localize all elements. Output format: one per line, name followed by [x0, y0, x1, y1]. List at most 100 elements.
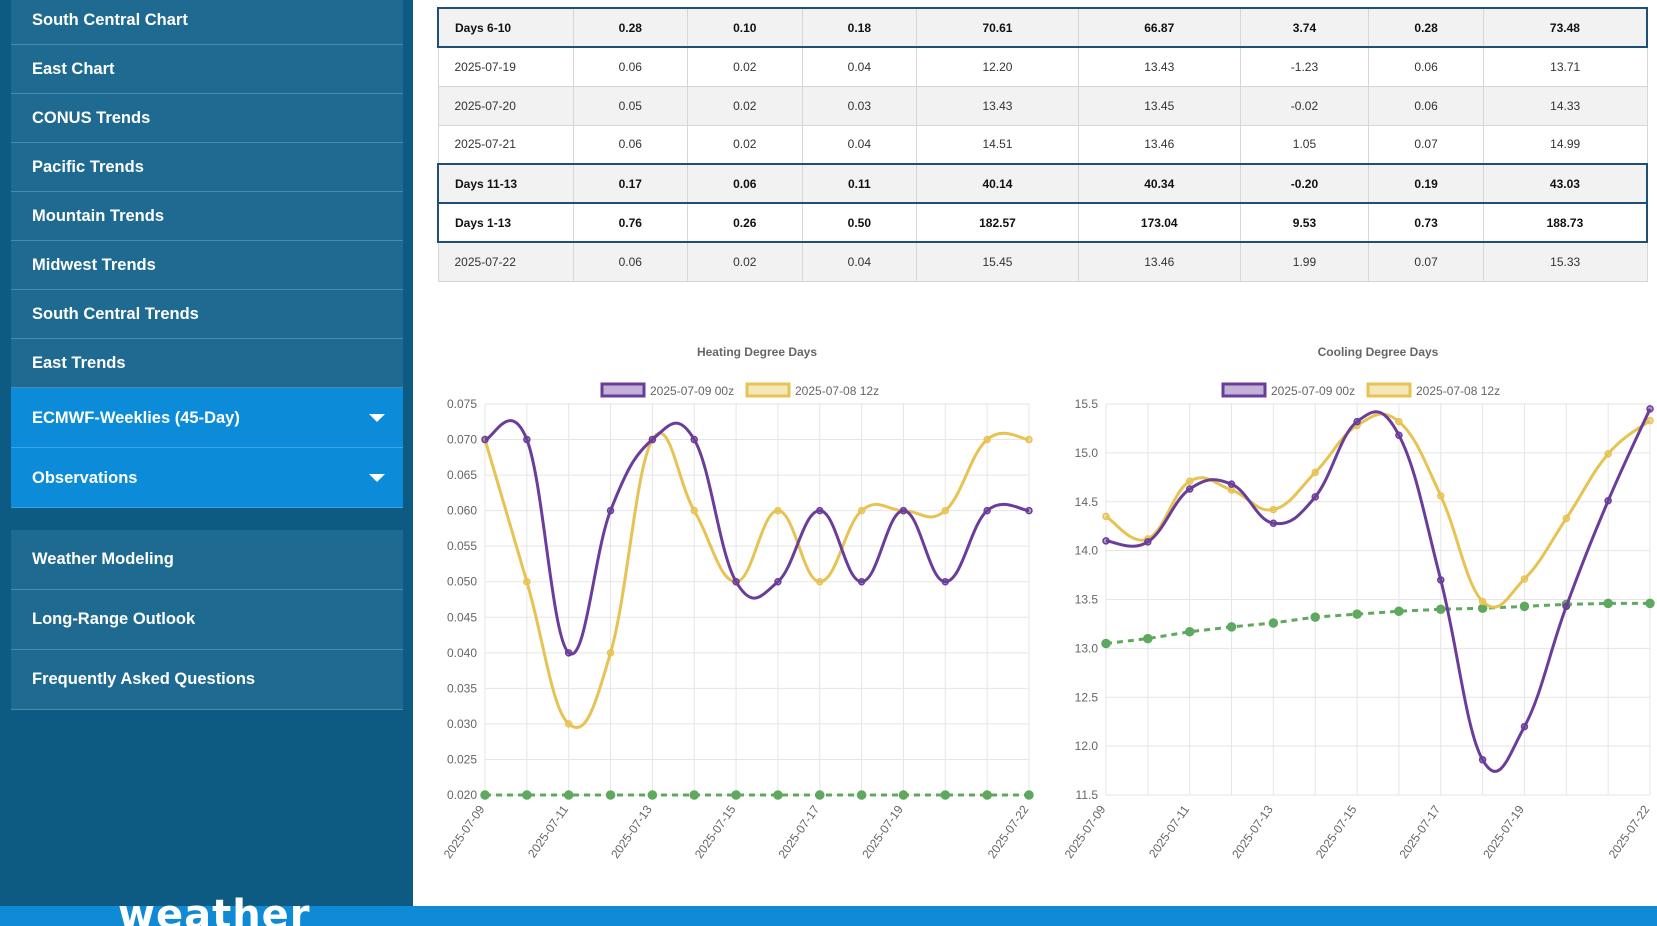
x-tick-label: 2025-07-13 — [1229, 802, 1276, 861]
x-tick-label: 2025-07-17 — [776, 802, 823, 861]
data-point — [1184, 627, 1195, 637]
data-point — [982, 790, 992, 800]
data-point — [774, 577, 782, 586]
legend-swatch — [600, 382, 646, 398]
y-tick-label: 14.0 — [1075, 544, 1099, 558]
sidebar-item-pacific-trends[interactable]: Pacific Trends — [11, 143, 403, 192]
table-cell-label: Days 11-13 — [437, 163, 574, 204]
data-point — [690, 435, 698, 444]
legend-label: 2025-07-09 00z — [1271, 384, 1355, 398]
table-cell: 0.50 — [801, 202, 918, 243]
x-tick-label: 2025-07-11 — [525, 802, 571, 860]
data-point — [774, 506, 782, 515]
data-point — [1269, 505, 1278, 514]
legend-label: 2025-07-09 00z — [650, 384, 734, 398]
y-tick-label: 0.040 — [447, 646, 477, 660]
table-cell: 0.02 — [687, 124, 803, 165]
data-point — [1353, 417, 1361, 426]
x-tick-label: 2025-07-09 — [1062, 802, 1109, 861]
table-cell: 15.45 — [916, 241, 1079, 282]
main-content: Days 6-10 0.28 0.10 0.18 70.61 66.87 3.74 0.28 7… — [413, 0, 1657, 906]
table-cell: 0.06 — [572, 124, 689, 165]
sidebar-item-ecmwf-weeklies[interactable]: ECMWF-Weeklies (45-Day) — [11, 388, 403, 448]
table-cell: 0.04 — [801, 46, 918, 87]
table-cell: 0.76 — [572, 202, 689, 243]
sidebar-item-label: Observations — [32, 469, 138, 487]
table-cell: 13.46 — [1077, 124, 1241, 165]
table-row: 2025-07-19 0.06 0.02 0.04 12.20 13.43 -1.23 0.0… — [437, 46, 1648, 87]
x-tick-label: 2025-07-22 — [1606, 802, 1653, 861]
table-row: 2025-07-21 0.06 0.02 0.04 14.51 13.46 1.05 0.07… — [437, 124, 1648, 165]
x-tick-label: 2025-07-19 — [859, 802, 906, 861]
data-point — [732, 577, 740, 586]
data-point — [1604, 450, 1612, 458]
legend-label: 2025-07-08 12z — [795, 384, 879, 398]
caret-down-icon — [369, 414, 385, 422]
table-cell-label: Days 1-13 — [437, 202, 574, 243]
legend-swatch — [745, 382, 791, 398]
sidebar-item-faq[interactable]: Frequently Asked Questions — [11, 650, 403, 710]
sidebar-nav-secondary: Weather Modeling Long-Range Outlook Freq… — [11, 530, 403, 710]
y-tick-label: 0.025 — [447, 752, 477, 766]
table-cell: 0.73 — [1368, 202, 1484, 243]
data-point — [856, 790, 867, 800]
table-cell: 173.04 — [1077, 202, 1241, 243]
table-cell: 0.02 — [687, 85, 803, 126]
data-point — [1436, 604, 1446, 615]
sidebar-item-south-central-trends[interactable]: South Central Trends — [11, 290, 403, 339]
caret-down-icon — [369, 474, 385, 482]
y-tick-label: 12.0 — [1075, 739, 1099, 753]
data-point — [1311, 468, 1319, 477]
table-cell: 0.06 — [572, 46, 689, 87]
sidebar-item-midwest-trends[interactable]: Midwest Trends — [11, 241, 403, 290]
data-point — [523, 435, 531, 444]
data-point — [689, 790, 699, 800]
sidebar-item-east-trends[interactable]: East Trends — [11, 339, 403, 388]
table-cell: 0.06 — [1368, 46, 1484, 87]
data-point — [1604, 497, 1612, 505]
x-tick-label: 2025-07-19 — [1480, 802, 1527, 861]
data-point — [983, 435, 991, 444]
table-cell: 13.43 — [1077, 46, 1241, 87]
table-cell: 14.51 — [916, 124, 1079, 165]
table-row: Days 1-13 0.76 0.26 0.50 182.57 173.04 9.53 0.7… — [437, 202, 1648, 243]
table-cell-label: 2025-07-21 — [437, 124, 574, 165]
data-point — [1185, 477, 1194, 485]
sidebar-item-conus-trends[interactable]: CONUS Trends — [11, 94, 403, 143]
y-tick-label: 0.055 — [447, 539, 477, 553]
table-cell: 43.03 — [1482, 163, 1648, 204]
footer-logo[interactable]: weather — [118, 892, 311, 926]
sidebar-item-weather-modeling[interactable]: Weather Modeling — [11, 530, 403, 590]
table-cell: 0.11 — [801, 163, 918, 204]
table-cell: 0.19 — [1368, 163, 1484, 204]
x-tick-label: 2025-07-17 — [1397, 802, 1444, 861]
data-point — [731, 790, 741, 800]
sidebar-item-mountain-trends[interactable]: Mountain Trends — [11, 192, 403, 241]
table-cell: 0.28 — [1368, 7, 1484, 48]
y-tick-label: 0.075 — [447, 397, 477, 411]
x-tick-label: 2025-07-11 — [1146, 802, 1192, 860]
y-tick-label: 0.060 — [447, 504, 477, 518]
x-tick-label: 2025-07-15 — [692, 802, 739, 861]
table-cell: 0.03 — [801, 85, 918, 126]
table-cell: 0.26 — [687, 202, 803, 243]
data-point — [1143, 633, 1153, 644]
footer-bar: weather — [0, 892, 1657, 926]
y-tick-label: 15.0 — [1075, 446, 1099, 460]
y-tick-label: 13.5 — [1075, 593, 1099, 607]
table-cell: 3.74 — [1239, 7, 1370, 48]
data-point — [815, 790, 825, 800]
x-tick-label: 2025-07-09 — [441, 802, 488, 861]
table-cell: 14.99 — [1482, 124, 1648, 165]
data-point — [1562, 514, 1571, 523]
data-point — [1101, 638, 1111, 649]
data-point — [606, 506, 615, 515]
y-tick-label: 12.5 — [1075, 690, 1099, 704]
data-point — [816, 577, 824, 586]
sidebar-item-south-central-chart[interactable]: South Central Chart — [11, 0, 403, 45]
sidebar-item-east-chart[interactable]: East Chart — [11, 45, 403, 94]
table-cell: -0.02 — [1239, 85, 1370, 126]
sidebar-item-observations[interactable]: Observations — [11, 448, 403, 508]
table-cell: 66.87 — [1077, 7, 1241, 48]
sidebar-item-long-range-outlook[interactable]: Long-Range Outlook — [11, 590, 403, 650]
